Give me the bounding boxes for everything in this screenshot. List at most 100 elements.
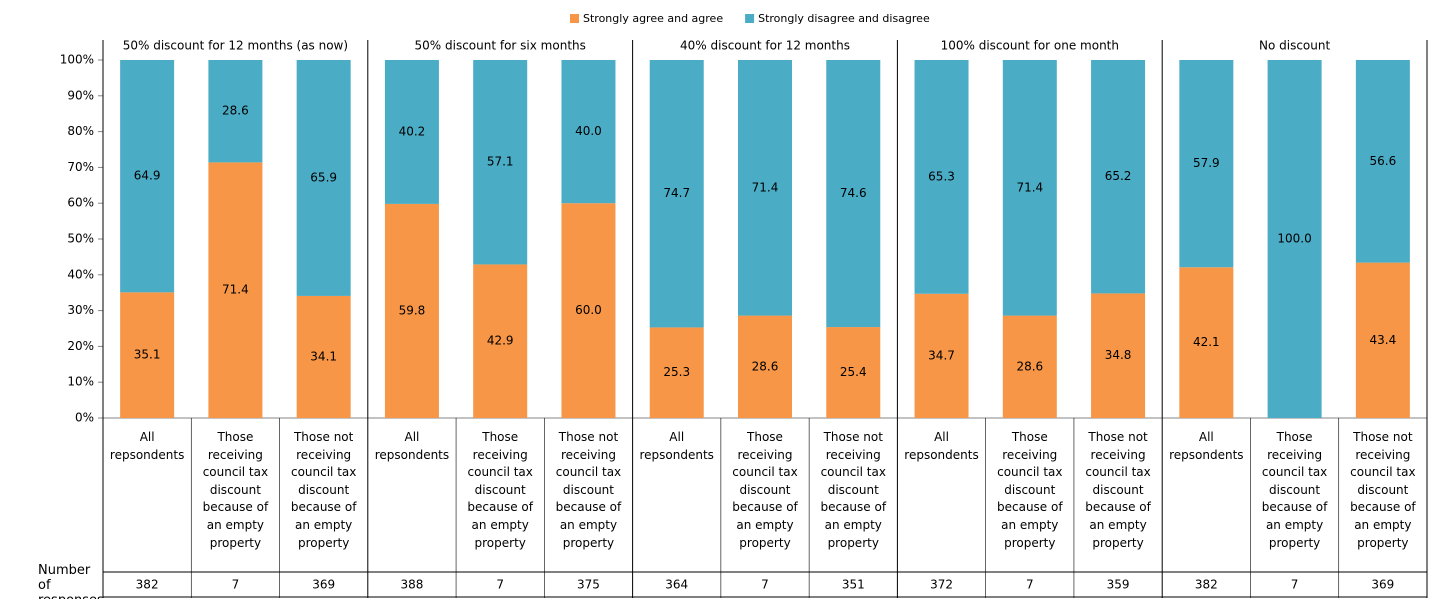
- response-count: 359: [1107, 578, 1130, 592]
- y-tick-label: 70%: [67, 160, 94, 174]
- y-tick-label: 20%: [67, 339, 94, 353]
- response-count: 7: [1291, 578, 1299, 592]
- bar-segment: [120, 292, 175, 418]
- bar-segment: [1355, 262, 1410, 418]
- y-tick-label: 0%: [75, 411, 94, 425]
- bar-segment: [826, 327, 881, 418]
- data-label: 56.6: [1370, 154, 1397, 168]
- x-tick-label: Those not receiving council tax discount…: [290, 430, 357, 550]
- response-count: 382: [136, 578, 159, 592]
- x-tick-label: Those receiving council tax discount bec…: [1261, 430, 1328, 550]
- bar-segment: [208, 60, 263, 163]
- bar-segment: [1179, 267, 1234, 418]
- x-tick-label: Those receiving council tax discount bec…: [467, 430, 533, 550]
- data-label: 74.6: [840, 186, 867, 200]
- response-count: 7: [232, 578, 240, 592]
- x-tick-label: Those not receiving council tax discount…: [820, 430, 887, 550]
- legend-swatch: [570, 14, 579, 23]
- x-tick-label: All repsondents: [904, 430, 979, 462]
- data-label: 59.8: [399, 303, 426, 317]
- y-tick-label: 40%: [67, 267, 94, 281]
- x-tick-label: Those receiving council tax discount bec…: [202, 430, 269, 550]
- y-tick-label: 80%: [67, 124, 94, 138]
- y-tick-label: 60%: [67, 196, 94, 210]
- x-tick-label: Those not receiving council tax discount…: [1350, 430, 1416, 550]
- legend-label: Strongly disagree and disagree: [758, 12, 930, 25]
- data-label: 34.1: [310, 349, 337, 363]
- data-label: 65.3: [928, 169, 955, 183]
- bar-segment: [384, 60, 439, 204]
- bar-segment: [208, 162, 263, 418]
- data-label: 100.0: [1277, 232, 1311, 246]
- bar-segment: [473, 264, 528, 418]
- response-count: 372: [930, 578, 953, 592]
- y-tick-label: 100%: [60, 53, 94, 67]
- data-label: 57.9: [1193, 156, 1220, 170]
- x-tick-label: All repsondents: [639, 430, 714, 462]
- data-label: 42.9: [487, 334, 514, 348]
- bar-segment: [1091, 293, 1146, 418]
- x-tick-label: All repsondents: [109, 430, 185, 462]
- bar-segment: [561, 203, 616, 418]
- y-tick-label: 90%: [67, 88, 94, 102]
- group-title: 40% discount for 12 months: [680, 39, 850, 53]
- data-label: 71.4: [1016, 180, 1043, 194]
- bar-segment: [649, 327, 704, 418]
- bar-segment: [914, 293, 969, 418]
- response-count: 7: [761, 578, 769, 592]
- response-count: 382: [1195, 578, 1218, 592]
- group-title: 100% discount for one month: [941, 39, 1119, 53]
- bar-segment: [649, 60, 704, 328]
- data-label: 64.9: [134, 169, 161, 183]
- bar-segment: [1179, 60, 1234, 268]
- data-label: 57.1: [487, 155, 514, 169]
- data-label: 71.4: [752, 180, 779, 194]
- legend-swatch: [745, 14, 755, 23]
- x-tick-label: Those not receiving council tax discount…: [555, 430, 622, 550]
- response-count: 351: [842, 578, 865, 592]
- bar-segment: [561, 60, 616, 204]
- x-tick-label: All repsondents: [1169, 430, 1244, 462]
- response-count: 7: [1026, 578, 1034, 592]
- x-tick-label: All repsondents: [374, 430, 450, 462]
- response-count: 375: [577, 578, 600, 592]
- bar-segment: [738, 60, 792, 316]
- data-label: 34.8: [1105, 348, 1132, 362]
- data-label: 25.4: [840, 365, 867, 379]
- response-count: 7: [496, 578, 504, 592]
- data-label: 25.3: [663, 365, 690, 379]
- x-tick-label: Those not receiving council tax discount…: [1085, 430, 1151, 550]
- y-tick-label: 50%: [67, 232, 94, 246]
- group-title: 50% discount for 12 months (as now): [123, 39, 348, 53]
- bar-segment: [914, 60, 969, 294]
- data-label: 40.2: [399, 124, 426, 138]
- response-count: 369: [312, 578, 335, 592]
- bar-segment: [296, 60, 351, 296]
- y-tick-label: 10%: [67, 375, 94, 389]
- bar-segment: [1002, 60, 1057, 316]
- response-count: 369: [1371, 578, 1394, 592]
- data-label: 65.9: [310, 170, 337, 184]
- data-label: 28.6: [752, 359, 779, 373]
- data-label: 60.0: [575, 303, 602, 317]
- bar-segment: [296, 295, 351, 418]
- data-label: 74.7: [663, 186, 690, 200]
- responses-label: Number of responses: [38, 563, 104, 599]
- bar-segment: [384, 203, 439, 418]
- group-title: 50% discount for six months: [415, 39, 586, 53]
- x-tick-label: Those receiving council tax discount bec…: [997, 430, 1063, 550]
- data-label: 28.6: [1016, 359, 1043, 373]
- data-label: 42.1: [1193, 335, 1220, 349]
- group-title: No discount: [1259, 39, 1330, 53]
- data-label: 35.1: [134, 348, 161, 362]
- bar-segment: [473, 60, 528, 265]
- bar-segment: [1267, 60, 1322, 418]
- x-tick-label: Those receiving council tax discount bec…: [732, 430, 798, 550]
- response-count: 388: [400, 578, 423, 592]
- bar-segment: [826, 60, 881, 328]
- data-label: 28.6: [222, 104, 249, 118]
- bar-segment: [1091, 60, 1146, 294]
- legend-label: Strongly agree and agree: [583, 12, 723, 25]
- data-label: 43.4: [1370, 333, 1397, 347]
